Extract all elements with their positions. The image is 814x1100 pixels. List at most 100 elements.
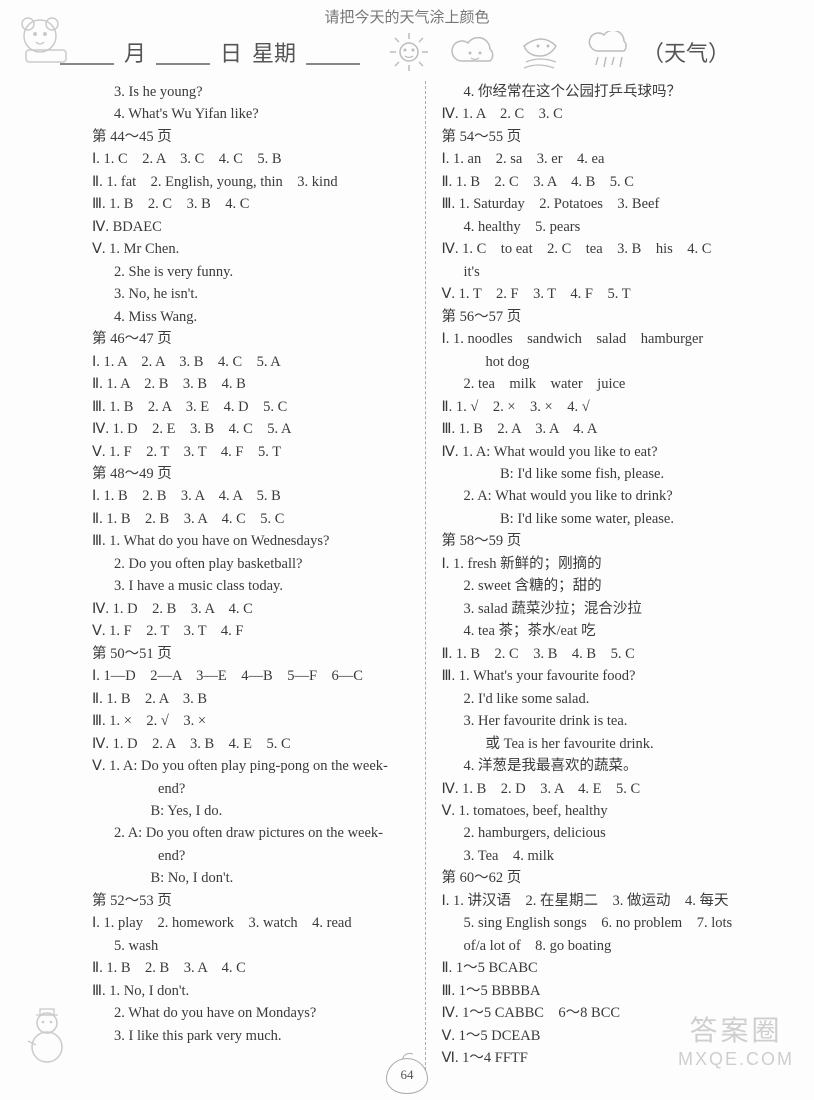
answer-line: Ⅱ. 1. B 2. C 3. B 4. B 5. C xyxy=(442,643,759,665)
answer-line: 第 58～59 页 xyxy=(442,530,759,552)
cloud-icon[interactable] xyxy=(448,33,500,71)
answer-line: Ⅳ. 1～5 CABBC 6～8 BCC xyxy=(442,1002,759,1024)
answer-line: 3. No, he isn't. xyxy=(92,283,409,305)
answer-line: Ⅱ. 1. B 2. C 3. A 4. B 5. C xyxy=(442,171,759,193)
answer-line: B: I'd like some water, please. xyxy=(442,508,759,530)
answer-line: Ⅱ. 1. A 2. B 3. B 4. B xyxy=(92,373,409,395)
answer-line: Ⅲ. 1. B 2. C 3. B 4. C xyxy=(92,193,409,215)
worksheet-page: 请把今天的天气涂上颜色 月 日 星期 xyxy=(0,0,814,1100)
top-hint: 请把今天的天气涂上颜色 xyxy=(0,0,814,27)
answer-line: Ⅳ. 1. B 2. D 3. A 4. E 5. C xyxy=(442,778,759,800)
answer-line: Ⅴ. 1. Mr Chen. xyxy=(92,238,409,260)
answer-line: 2. tea milk water juice xyxy=(442,373,759,395)
answer-line: it's xyxy=(442,261,759,283)
answer-line: Ⅴ. 1. T 2. F 3. T 4. F 5. T xyxy=(442,283,759,305)
weekday-blank[interactable] xyxy=(306,39,360,65)
answer-line: B: Yes, I do. xyxy=(92,800,409,822)
answer-line: Ⅲ. 1. No, I don't. xyxy=(92,980,409,1002)
month-label: 月 xyxy=(124,36,146,68)
answer-line: B: I'd like some fish, please. xyxy=(442,463,759,485)
answer-line: Ⅳ. 1. C to eat 2. C tea 3. B his 4. C xyxy=(442,238,759,260)
answer-line: Ⅲ. 1. What's your favourite food? xyxy=(442,665,759,687)
answer-line: 第 44～45 页 xyxy=(92,126,409,148)
answer-line: Ⅰ. 1—D 2—A 3—E 4—B 5—F 6—C xyxy=(92,665,409,687)
answer-line: Ⅴ. 1. A: Do you often play ping-pong on … xyxy=(92,755,409,777)
answer-line: 4. 你经常在这个公园打乒乓球吗？ xyxy=(442,81,759,103)
answer-line: hot dog xyxy=(442,351,759,373)
answer-line: 2. What do you have on Mondays? xyxy=(92,1002,409,1024)
answer-line: 3. Is he young? xyxy=(92,81,409,103)
answer-line: Ⅲ. 1. B 2. A 3. A 4. A xyxy=(442,418,759,440)
answer-line: 3. salad 蔬菜沙拉；混合沙拉 xyxy=(442,598,759,620)
answer-line: Ⅲ. 1. × 2. √ 3. × xyxy=(92,710,409,732)
answer-line: Ⅰ. 1. 讲汉语 2. 在星期二 3. 做运动 4. 每天 xyxy=(442,890,759,912)
answer-line: 3. I have a music class today. xyxy=(92,575,409,597)
answer-line: 或 Tea is her favourite drink. xyxy=(442,733,759,755)
answer-line: Ⅰ. 1. A 2. A 3. B 4. C 5. A xyxy=(92,351,409,373)
answer-line: Ⅳ. 1. D 2. A 3. B 4. E 5. C xyxy=(92,733,409,755)
answer-line: Ⅰ. 1. play 2. homework 3. watch 4. read xyxy=(92,912,409,934)
answer-line: end? xyxy=(92,778,409,800)
sun-icon[interactable] xyxy=(388,31,430,73)
answer-line: Ⅴ. 1. F 2. T 3. T 4. F xyxy=(92,620,409,642)
column-separator xyxy=(425,81,426,1070)
answer-line: 2. A: What would you like to drink? xyxy=(442,485,759,507)
content-columns: 3. Is he young?4. What's Wu Yifan like?第… xyxy=(0,81,814,1070)
left-column: 3. Is he young?4. What's Wu Yifan like?第… xyxy=(82,81,419,1070)
page-footer: 64 xyxy=(0,1058,814,1094)
answer-line: 3. I like this park very much. xyxy=(92,1025,409,1047)
answer-line: 2. I'd like some salad. xyxy=(442,688,759,710)
wind-icon[interactable] xyxy=(518,32,568,72)
answer-line: Ⅴ. 1～5 DCEAB xyxy=(442,1025,759,1047)
answer-line: Ⅴ. 1. F 2. T 3. T 4. F 5. T xyxy=(92,441,409,463)
day-label: 日 xyxy=(220,36,242,68)
weather-icons xyxy=(388,31,632,73)
weekday-label: 星期 xyxy=(252,36,296,68)
answer-line: Ⅱ. 1. B 2. B 3. A 4. C xyxy=(92,957,409,979)
answer-line: 第 48～49 页 xyxy=(92,463,409,485)
answer-line: Ⅳ. 1. A: What would you like to eat? xyxy=(442,441,759,463)
answer-line: Ⅱ. 1. √ 2. × 3. × 4. √ xyxy=(442,396,759,418)
answer-line: Ⅲ. 1. Saturday 2. Potatoes 3. Beef xyxy=(442,193,759,215)
answer-line: 2. A: Do you often draw pictures on the … xyxy=(92,822,409,844)
answer-line: 4. healthy 5. pears xyxy=(442,216,759,238)
answer-line: Ⅲ. 1. What do you have on Wednesdays? xyxy=(92,530,409,552)
answer-line: Ⅳ. BDAEC xyxy=(92,216,409,238)
answer-line: 4. Miss Wang. xyxy=(92,306,409,328)
answer-line: Ⅱ. 1. fat 2. English, young, thin 3. kin… xyxy=(92,171,409,193)
weather-label: （天气） xyxy=(642,36,730,68)
answer-line: Ⅳ. 1. D 2. B 3. A 4. C xyxy=(92,598,409,620)
date-weather-header: 月 日 星期 xyxy=(0,27,814,81)
answer-line: Ⅱ. 1. B 2. B 3. A 4. C 5. C xyxy=(92,508,409,530)
answer-line: 第 60～62 页 xyxy=(442,867,759,889)
page-number-badge: 64 xyxy=(386,1058,428,1094)
answer-line: 5. sing English songs 6. no problem 7. l… xyxy=(442,912,759,934)
answer-line: 4. What's Wu Yifan like? xyxy=(92,103,409,125)
answer-line: 4. tea 茶；茶水/eat 吃 xyxy=(442,620,759,642)
answer-line: Ⅲ. 1. B 2. A 3. E 4. D 5. C xyxy=(92,396,409,418)
answer-line: 3. Her favourite drink is tea. xyxy=(442,710,759,732)
right-column: 4. 你经常在这个公园打乒乓球吗？Ⅳ. 1. A 2. C 3. C第 54～5… xyxy=(432,81,769,1070)
answer-line: 第 52～53 页 xyxy=(92,890,409,912)
answer-line: 2. sweet 含糖的；甜的 xyxy=(442,575,759,597)
answer-line: Ⅰ. 1. noodles sandwich salad hamburger xyxy=(442,328,759,350)
answer-line: Ⅳ. 1. A 2. C 3. C xyxy=(442,103,759,125)
answer-line: 3. Tea 4. milk xyxy=(442,845,759,867)
rain-icon[interactable] xyxy=(586,31,632,73)
answer-line: 4. 洋葱是我最喜欢的蔬菜。 xyxy=(442,755,759,777)
day-blank[interactable] xyxy=(156,39,210,65)
bear-illustration xyxy=(18,14,82,75)
answer-line: 2. She is very funny. xyxy=(92,261,409,283)
answer-line: Ⅰ. 1. fresh 新鲜的；刚摘的 xyxy=(442,553,759,575)
answer-line: Ⅴ. 1. tomatoes, beef, healthy xyxy=(442,800,759,822)
answer-line: 第 50～51 页 xyxy=(92,643,409,665)
answer-line: 5. wash xyxy=(92,935,409,957)
answer-line: 第 46～47 页 xyxy=(92,328,409,350)
answer-line: Ⅰ. 1. C 2. A 3. C 4. C 5. B xyxy=(92,148,409,170)
answer-line: Ⅱ. 1～5 BCABC xyxy=(442,957,759,979)
answer-line: Ⅱ. 1. B 2. A 3. B xyxy=(92,688,409,710)
answer-line: 第 54～55 页 xyxy=(442,126,759,148)
answer-line: of/a lot of 8. go boating xyxy=(442,935,759,957)
answer-line: 2. Do you often play basketball? xyxy=(92,553,409,575)
answer-line: B: No, I don't. xyxy=(92,867,409,889)
